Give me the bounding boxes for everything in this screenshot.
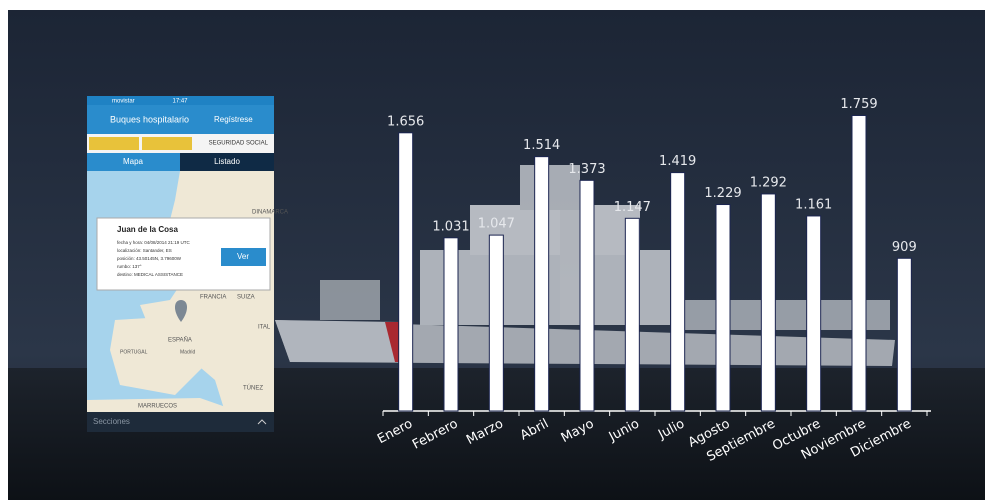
- value-label: 1.031: [432, 219, 469, 234]
- popup-line: fecha y hora: 04/08/2014 21:19 UTC: [117, 240, 191, 245]
- value-label: 1.759: [840, 97, 877, 112]
- popup-line: localización: Santander, ES: [117, 248, 172, 253]
- button-label: Ver: [237, 252, 249, 261]
- value-label: 1.656: [387, 114, 424, 129]
- tab-map[interactable]: [87, 153, 180, 171]
- carrier: movistar: [112, 99, 135, 105]
- bar: [534, 156, 550, 412]
- popup-line: posición: 43.50145N, 3.79600W: [117, 256, 182, 261]
- bar: [488, 234, 504, 412]
- value-label: 1.373: [568, 162, 605, 177]
- bar: [896, 257, 912, 412]
- map-label: ITAL: [258, 325, 271, 331]
- map-label: TÚNEZ: [243, 385, 263, 392]
- logo-text: SEGURIDAD SOCIAL: [209, 141, 269, 147]
- map-label: MARRUECOS: [138, 404, 177, 410]
- bar: [760, 193, 776, 412]
- map-label: ESPAÑA: [168, 337, 192, 344]
- bar: [670, 172, 686, 412]
- bar: [851, 114, 867, 412]
- bar: [579, 179, 595, 412]
- value-label: 909: [892, 240, 917, 255]
- popup-button[interactable]: [221, 248, 266, 266]
- ship-pin[interactable]: [174, 300, 188, 322]
- bar: [715, 204, 731, 412]
- tab-label: Mapa: [123, 157, 144, 166]
- phone: movistar 17:47 Buques hospitalario Regís…: [87, 96, 288, 432]
- app-header: Buques hospitalario: [110, 114, 189, 124]
- bar: [443, 237, 459, 412]
- map-label: Madrid: [180, 349, 196, 355]
- map-label: PORTUGAL: [120, 349, 148, 355]
- value-label: 1.147: [614, 200, 651, 215]
- value-label: 1.229: [704, 186, 741, 201]
- value-label: 1.292: [750, 175, 787, 190]
- footer-label[interactable]: Secciones: [93, 417, 130, 426]
- popup-line: rumbo: 137°: [117, 264, 142, 269]
- tab-list[interactable]: [180, 153, 274, 171]
- bar: [806, 215, 822, 412]
- bar: [624, 217, 640, 412]
- map-label: DINAMARCA: [252, 210, 288, 216]
- popup-title: Juan de la Cosa: [117, 225, 178, 234]
- value-label: 1.161: [795, 197, 832, 212]
- register-link[interactable]: Regístrese: [214, 115, 253, 124]
- value-label: 1.514: [523, 138, 560, 153]
- popup-line: destino: MEDICAL ASSISTANCE: [117, 272, 183, 277]
- map-label: SUIZA: [237, 295, 255, 301]
- map-label: FRANCIA: [200, 295, 226, 301]
- value-label: 1.419: [659, 154, 696, 169]
- tab-label: Listado: [214, 157, 240, 166]
- value-label: 1.047: [478, 217, 515, 232]
- time: 17:47: [172, 99, 188, 105]
- bar: [398, 132, 414, 412]
